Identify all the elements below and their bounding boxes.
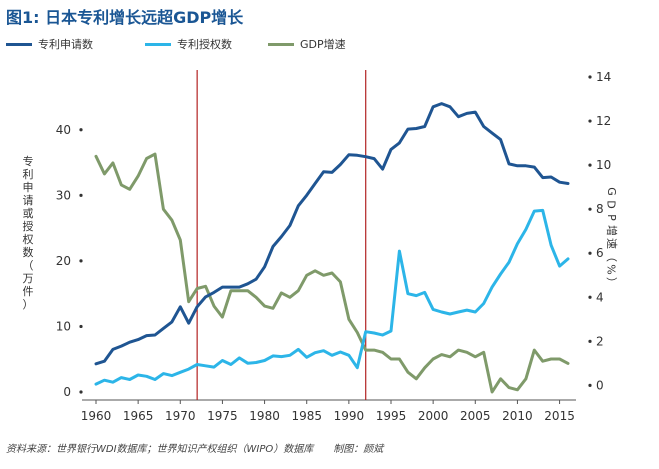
y-right-tick-dot <box>588 119 592 123</box>
y-axis-left-label: 专利申请或授权数（万件） <box>21 155 35 311</box>
legend-label-gdp: GDP增速 <box>300 38 346 51</box>
y-left-tick-dot <box>79 128 83 132</box>
legend-item-applications: 专利申请数 <box>6 37 116 51</box>
x-tick-label: 1995 <box>376 409 407 423</box>
x-tick-label: 1965 <box>123 409 154 423</box>
x-tick-label: 2005 <box>460 409 491 423</box>
y-left-tick-label: 10 <box>56 319 71 333</box>
legend-label-applications: 专利申请数 <box>38 38 93 51</box>
series-gdp-line <box>94 152 570 394</box>
x-tick-label: 2000 <box>418 409 449 423</box>
y-right-tick-label: 6 <box>596 246 604 260</box>
y-axis-left-label-char: （ <box>22 259 34 272</box>
y-right-tick-label: 12 <box>596 114 611 128</box>
y-left-tick-dot <box>79 193 83 197</box>
y-right-tick-dot <box>588 383 592 387</box>
legend-swatch-applications <box>6 43 32 46</box>
y-left-tick-label: 20 <box>56 254 71 268</box>
y-axis-left-label-char: 专 <box>22 155 34 168</box>
y-right-tick-dot <box>588 75 592 79</box>
y-right-tick-label: 2 <box>596 334 604 348</box>
y-axis-left-label-char: 万 <box>22 272 34 285</box>
x-tick-label: 1975 <box>207 409 238 423</box>
y-right-tick-label: 0 <box>596 378 604 392</box>
y-left-tick-label: 30 <box>56 188 71 202</box>
y-axis-left-label-char: 利 <box>22 168 34 181</box>
y-right-tick-label: 10 <box>596 158 611 172</box>
y-right-tick-label: 14 <box>596 70 611 84</box>
y-axis-left-label-char: 授 <box>22 220 34 233</box>
y-right-tick-dot <box>588 295 592 299</box>
x-tick-label: 1970 <box>165 409 196 423</box>
x-tick-label: 2010 <box>502 409 533 423</box>
y-right-tick-dot <box>588 251 592 255</box>
legend-item-gdp: GDP增速 <box>268 37 378 51</box>
x-tick-label: 1985 <box>291 409 322 423</box>
y-left-tick-label: 40 <box>56 123 71 137</box>
y-right-tick-label: 8 <box>596 202 604 216</box>
legend-swatch-gdp <box>268 43 294 46</box>
source-note: 资料来源：世界银行WDI数据库；世界知识产权组织（WIPO）数据库 制图：颜斌 <box>6 444 384 455</box>
series-applications-line <box>94 102 570 366</box>
y-axis-left-label-char: ） <box>22 298 34 311</box>
y-right-tick-label: 4 <box>596 290 604 304</box>
y-right-tick-dot <box>588 163 592 167</box>
x-tick-label: 2015 <box>544 409 575 423</box>
y-right-tick-dot <box>588 207 592 211</box>
y-axis-left-label-char: 权 <box>22 233 34 246</box>
y-left-tick-dot <box>79 259 83 263</box>
y-axis-left-label-char: 申 <box>22 181 34 194</box>
legend-label-grants: 专利授权数 <box>177 38 232 51</box>
legend-item-grants: 专利授权数 <box>145 37 255 51</box>
y-axis-left-label-char: 请 <box>22 194 34 207</box>
chart-title: 图1: 日本专利增长远超GDP增长 <box>6 8 244 27</box>
x-tick-label: 1980 <box>249 409 280 423</box>
y-axis-left-label-char: 数 <box>22 246 34 259</box>
legend-swatch-grants <box>145 43 171 46</box>
series-grants-line <box>94 208 570 386</box>
y-axis-left-label-char: 件 <box>22 285 34 298</box>
y-axis-left-label-char: 或 <box>22 207 34 220</box>
y-left-tick-dot <box>79 324 83 329</box>
x-tick-label: 1990 <box>334 409 365 423</box>
y-left-tick-label: 0 <box>63 385 71 399</box>
x-tick-label: 1960 <box>81 409 112 423</box>
y-left-tick-dot <box>79 390 83 394</box>
y-right-tick-dot <box>588 339 592 343</box>
